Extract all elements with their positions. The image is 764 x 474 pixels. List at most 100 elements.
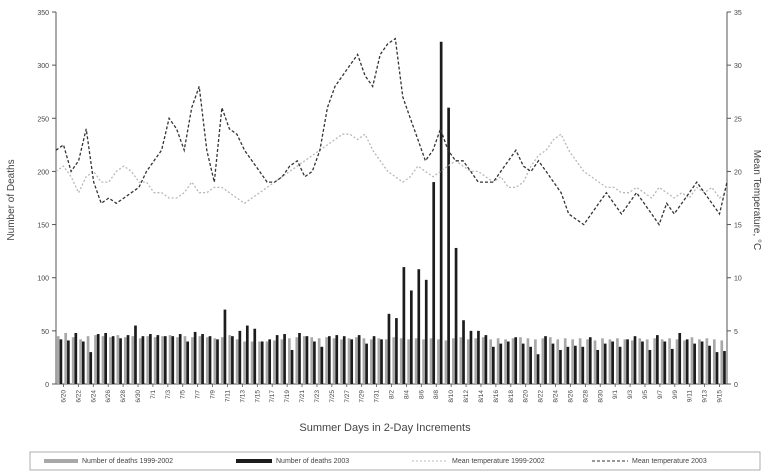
bar-deaths-2003 xyxy=(477,330,480,384)
bar-deaths-2003 xyxy=(81,341,85,384)
legend-label-temp-1999-2002: Mean temperature 1999-2002 xyxy=(452,458,545,465)
bar-deaths-1999-2002 xyxy=(250,341,254,384)
bar-deaths-1999-2002 xyxy=(623,339,627,384)
bar-deaths-2003 xyxy=(231,336,234,384)
x-tick-label: 9/13 xyxy=(702,390,709,403)
x-tick-label: 8/2 xyxy=(389,390,396,399)
bar-deaths-1999-2002 xyxy=(712,339,716,384)
x-tick-label: 7/1 xyxy=(150,390,157,399)
bar-deaths-2003 xyxy=(178,334,182,384)
bar-deaths-1999-2002 xyxy=(504,339,507,384)
x-tick-label: 6/20 xyxy=(61,390,68,403)
x-tick-label: 7/9 xyxy=(210,390,217,399)
y2-axis-label: Mean Temperature, °C xyxy=(751,150,762,251)
legend-label-deaths-2003: Number of deaths 2003 xyxy=(276,458,349,465)
bar-deaths-2003 xyxy=(469,330,473,384)
x-tick-label: 8/22 xyxy=(538,390,545,403)
bar-deaths-1999-2002 xyxy=(459,337,463,384)
bar-deaths-1999-2002 xyxy=(705,338,709,384)
bar-deaths-2003 xyxy=(193,331,197,384)
bar-deaths-1999-2002 xyxy=(489,339,493,384)
x-tick-label: 8/20 xyxy=(523,390,530,403)
bar-deaths-2003 xyxy=(409,290,413,384)
x-tick-label: 9/1 xyxy=(612,390,619,399)
y-axis-label: Number of Deaths xyxy=(6,159,17,240)
bar-deaths-1999-2002 xyxy=(653,338,657,384)
bar-deaths-1999-2002 xyxy=(384,339,388,384)
bars xyxy=(56,41,726,385)
bar-deaths-1999-2002 xyxy=(474,338,478,384)
bar-deaths-1999-2002 xyxy=(198,336,202,384)
bar-deaths-1999-2002 xyxy=(109,337,112,384)
bar-deaths-2003 xyxy=(499,343,503,384)
bar-deaths-1999-2002 xyxy=(273,340,276,384)
x-tick-label: 7/3 xyxy=(165,390,172,399)
bar-deaths-2003 xyxy=(89,352,93,384)
bar-deaths-2003 xyxy=(663,341,667,384)
bar-deaths-2003 xyxy=(357,335,361,384)
bar-deaths-1999-2002 xyxy=(496,338,500,384)
bar-deaths-1999-2002 xyxy=(295,337,299,384)
bar-deaths-1999-2002 xyxy=(161,336,164,384)
bar-deaths-1999-2002 xyxy=(444,340,448,384)
legend-box xyxy=(29,451,761,471)
bar-deaths-1999-2002 xyxy=(630,340,634,384)
bar-deaths-2003 xyxy=(641,341,644,384)
bar-deaths-2003 xyxy=(96,334,100,384)
bar-deaths-2003 xyxy=(67,340,70,384)
bar-deaths-2003 xyxy=(372,336,376,384)
bar-deaths-2003 xyxy=(313,341,316,384)
bar-deaths-2003 xyxy=(529,346,532,384)
bar-deaths-1999-2002 xyxy=(519,337,522,384)
bar-deaths-1999-2002 xyxy=(101,336,105,384)
bar-deaths-1999-2002 xyxy=(116,335,120,384)
bar-deaths-2003 xyxy=(618,346,622,384)
bar-deaths-1999-2002 xyxy=(399,338,403,384)
bar-deaths-1999-2002 xyxy=(683,340,686,384)
bar-deaths-2003 xyxy=(566,346,570,384)
bar-deaths-2003 xyxy=(335,335,339,384)
bar-deaths-1999-2002 xyxy=(325,337,328,384)
bar-deaths-2003 xyxy=(656,335,659,384)
bar-deaths-2003 xyxy=(141,336,145,384)
bar-deaths-1999-2002 xyxy=(340,339,343,384)
y2-tick-label: 35 xyxy=(734,10,742,17)
bar-deaths-2003 xyxy=(134,325,137,384)
bar-deaths-2003 xyxy=(268,339,272,384)
bar-deaths-2003 xyxy=(700,341,704,384)
bar-deaths-2003 xyxy=(514,337,518,384)
bar-deaths-2003 xyxy=(670,348,674,384)
x-tick-label: 7/17 xyxy=(269,390,276,403)
bar-deaths-2003 xyxy=(260,341,264,384)
bar-deaths-1999-2002 xyxy=(302,336,306,384)
y-tick-label: 150 xyxy=(37,223,49,230)
bar-deaths-1999-2002 xyxy=(668,338,671,384)
bar-deaths-1999-2002 xyxy=(452,338,455,384)
bar-deaths-1999-2002 xyxy=(616,338,619,384)
bar-deaths-1999-2002 xyxy=(64,332,68,384)
bar-deaths-1999-2002 xyxy=(123,337,127,384)
bar-deaths-2003 xyxy=(298,332,301,384)
bar-deaths-2003 xyxy=(551,343,555,384)
bar-deaths-2003 xyxy=(201,334,204,384)
x-tick-label: 6/24 xyxy=(90,390,97,403)
y-tick-label: 350 xyxy=(37,10,49,17)
x-tick-label: 9/11 xyxy=(687,390,694,403)
bar-deaths-2003 xyxy=(156,335,160,384)
x-tick-label: 8/10 xyxy=(448,390,455,403)
bar-deaths-2003 xyxy=(462,320,465,384)
bar-deaths-2003 xyxy=(253,328,257,384)
y-tick-label: 50 xyxy=(41,329,49,336)
bar-deaths-2003 xyxy=(417,269,421,384)
bar-deaths-1999-2002 xyxy=(541,338,545,384)
bar-deaths-2003 xyxy=(603,343,607,384)
y2-tick-label: 30 xyxy=(734,63,742,70)
bar-deaths-1999-2002 xyxy=(578,338,582,384)
bar-deaths-2003 xyxy=(611,341,614,384)
bar-deaths-2003 xyxy=(387,313,391,384)
bar-deaths-1999-2002 xyxy=(243,341,246,384)
bar-deaths-1999-2002 xyxy=(153,337,157,384)
bar-deaths-2003 xyxy=(492,346,495,384)
bar-deaths-2003 xyxy=(305,336,309,384)
bar-deaths-1999-2002 xyxy=(79,339,82,384)
